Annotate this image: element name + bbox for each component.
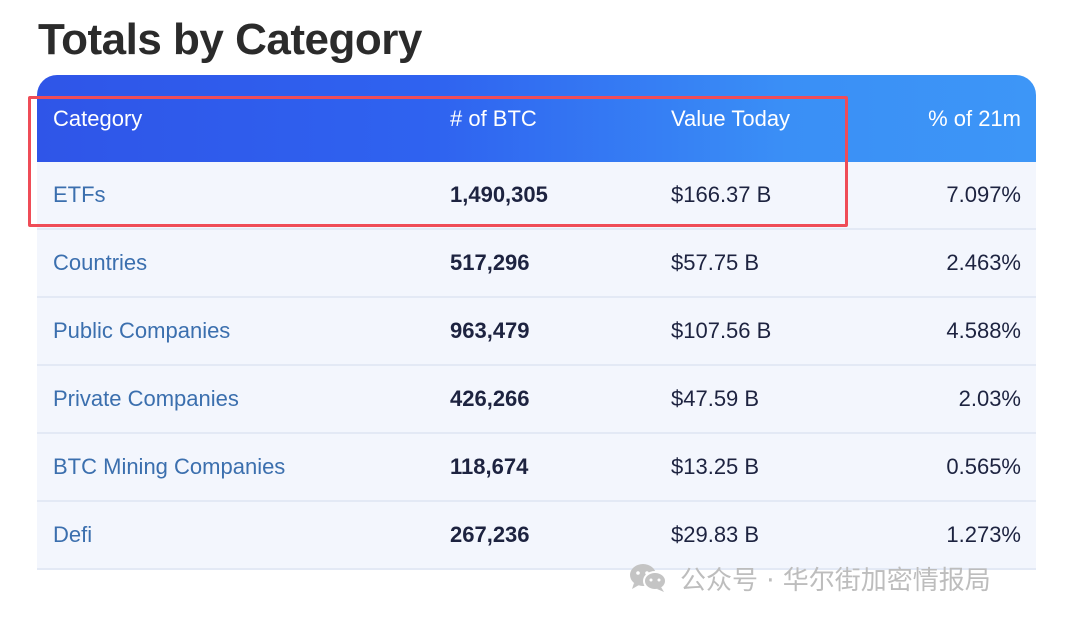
watermark: 公众号 · 华尔街加密情报局 (628, 560, 991, 596)
btc-count-cell: 118,674 (450, 454, 529, 479)
value-today-cell: $47.59 B (671, 386, 760, 411)
percent-cell: 1.273% (946, 522, 1021, 547)
btc-count-cell: 963,479 (450, 318, 530, 343)
category-link[interactable]: Defi (53, 522, 93, 547)
category-totals-table: Category # of BTC Value Today % of 21m E… (37, 75, 1036, 571)
watermark-text: 公众号 · 华尔街加密情报局 (680, 565, 991, 596)
btc-count-cell: 1,490,305 (450, 182, 548, 207)
percent-cell: 4.588% (946, 318, 1021, 343)
header-value-today[interactable]: Value Today (671, 106, 791, 131)
category-link[interactable]: Public Companies (53, 318, 231, 343)
table-row: Countries 517,296 $57.75 B 2.463% (37, 230, 1036, 298)
wechat-icon (630, 564, 667, 592)
category-link[interactable]: BTC Mining Companies (53, 454, 286, 479)
page-title: Totals by Category (38, 15, 422, 64)
category-link[interactable]: Private Companies (53, 386, 239, 411)
value-today-cell: $107.56 B (671, 318, 772, 343)
btc-count-cell: 267,236 (450, 522, 530, 547)
table-row: Defi 267,236 $29.83 B 1.273% (37, 502, 1036, 570)
percent-cell: 0.565% (946, 454, 1021, 479)
category-link[interactable]: ETFs (53, 182, 106, 207)
percent-cell: 7.097% (946, 182, 1021, 207)
percent-cell: 2.463% (946, 250, 1021, 275)
table-row: Private Companies 426,266 $47.59 B 2.03% (37, 366, 1036, 434)
header-percent-of-21m[interactable]: % of 21m (928, 106, 1021, 131)
table-header-row: Category # of BTC Value Today % of 21m (37, 75, 1036, 162)
category-link[interactable]: Countries (53, 250, 148, 275)
value-today-cell: $166.37 B (671, 182, 772, 207)
header-btc-count[interactable]: # of BTC (450, 106, 537, 131)
header-category[interactable]: Category (53, 106, 143, 131)
value-today-cell: $29.83 B (671, 522, 760, 547)
table-row: ETFs 1,490,305 $166.37 B 7.097% (37, 162, 1036, 230)
percent-cell: 2.03% (958, 386, 1021, 411)
value-today-cell: $13.25 B (671, 454, 760, 479)
btc-count-cell: 517,296 (450, 250, 530, 275)
table-row: Public Companies 963,479 $107.56 B 4.588… (37, 298, 1036, 366)
table-row: BTC Mining Companies 118,674 $13.25 B 0.… (37, 434, 1036, 502)
btc-count-cell: 426,266 (450, 386, 530, 411)
value-today-cell: $57.75 B (671, 250, 760, 275)
